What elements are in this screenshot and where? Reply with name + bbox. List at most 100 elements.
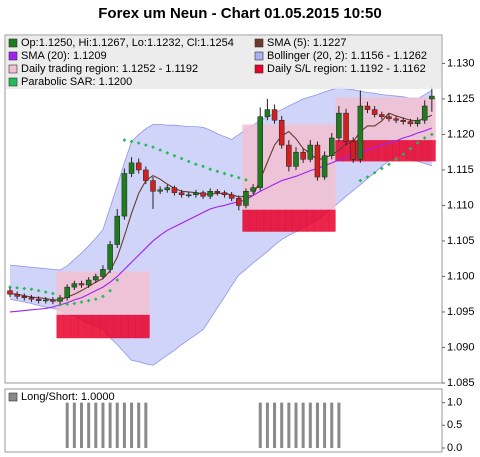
candle-body [171,187,178,193]
region [328,124,336,210]
sar-dot [115,278,120,282]
candle-body [135,162,142,171]
candle-body [343,112,349,142]
bar [94,402,98,448]
region [363,97,372,141]
candle-body [386,116,392,120]
sar-dot [408,146,413,151]
candle-body [236,198,242,206]
sar-dot [108,288,112,293]
region [135,271,143,315]
region [99,271,107,315]
sar-dot [365,175,370,179]
legend-swatch [8,38,18,48]
sar-dot [65,302,70,307]
region [99,314,107,339]
region [392,140,400,162]
region [399,140,408,162]
y-tick-label: 1.120 [447,128,475,140]
legend-swatch [8,77,18,87]
candle-body [329,137,335,156]
legend-swatch [254,51,264,61]
legend: Op:1.1250, Hi:1.1267, Lo:1.1232, Cl:1.12… [6,36,441,89]
bar [101,402,105,448]
candle-body [128,162,135,174]
region [299,209,308,232]
region [77,314,86,339]
y-tick-label: 1.125 [447,93,475,105]
bar [301,402,305,448]
sar-dot [222,171,227,176]
candle-body [364,105,371,110]
region [135,314,143,339]
region [306,209,315,232]
region [113,314,122,339]
candle-body [78,283,85,286]
region [313,209,322,232]
legend-label: Long/Short: 1.0000 [21,391,115,403]
candle-body [307,144,314,160]
region [371,140,379,162]
region [328,209,336,232]
candle-body [57,297,63,302]
sar-dot [186,159,191,164]
region [421,140,429,162]
bar [308,402,312,448]
y-tick-label: 1.105 [447,235,475,247]
bar [280,402,284,448]
lower-panel [4,388,443,453]
region [127,314,136,339]
legend-box [6,36,441,89]
bar [144,402,148,448]
region [342,140,350,162]
candle-body [43,299,49,302]
region [77,271,86,315]
sar-dot [208,167,213,172]
candle-body [371,109,378,115]
candle-body [278,119,285,146]
candle-body [14,293,20,297]
candle-body [264,109,271,117]
candle-body [85,279,92,286]
y-tick-label: 0.5 [447,419,462,431]
candle-body [7,290,13,295]
bar [65,402,69,448]
region [270,209,279,232]
legend-label: Daily S/L region: 1.1192 - 1.1162 [267,63,426,75]
bar [108,402,112,448]
region [242,209,250,232]
region [335,140,343,162]
candle-body [300,151,306,160]
region [70,271,79,315]
region [63,314,72,339]
candle-body [114,215,120,245]
region [428,140,436,162]
region [92,314,100,339]
bar [294,402,298,448]
bar [287,402,291,448]
sar-dot [129,139,134,144]
bar [115,402,119,448]
sar-dot [422,136,427,140]
bar [80,402,83,448]
sar-dot [379,166,384,171]
bar [72,402,76,448]
region [249,124,257,210]
candle-body [93,276,99,281]
sar-dot [144,143,148,147]
region [263,209,272,232]
bar [315,402,319,448]
region [406,140,415,162]
sar-dot [165,151,170,155]
candle-body [271,109,278,121]
legend-label: Op:1.1250, Hi:1.1267, Lo:1.1232, Cl:1.12… [21,37,234,49]
region [85,271,93,315]
region [371,97,379,141]
region [363,140,372,162]
region [113,271,122,315]
region [92,271,100,315]
lower-plot: 0.0 0.5 1.0 Long/Short: 1.0000 [8,391,462,454]
candle-body [421,105,428,121]
candle-body [35,298,42,301]
candle-body [429,95,435,100]
